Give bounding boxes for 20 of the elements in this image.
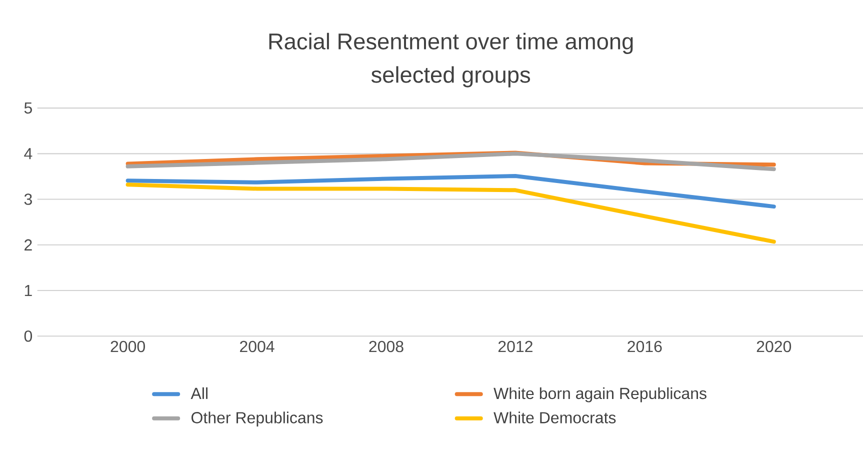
y-tick-label: 4 [24,148,32,160]
x-tick-label: 2000 [110,341,145,352]
y-tick-label: 1 [24,285,32,296]
y-tick-label: 3 [24,194,32,206]
legend-label: White Democrats [494,412,616,424]
x-tick-label: 2020 [756,341,792,352]
x-tick-label: 2004 [240,341,274,352]
line-series [126,182,776,244]
x-tick-label: 2008 [369,341,404,352]
legend-label: White born again Republicans [494,388,706,403]
x-tick-label: 2012 [498,341,532,352]
x-tick-label: 2016 [628,341,662,352]
y-tick-label: 0 [24,330,32,342]
legend-label: All [190,388,208,400]
y-tick-label: 2 [24,240,32,251]
y-tick-label: 5 [24,102,32,114]
chart-title: Racial Resentment over time among selected groups [269,33,633,88]
line-series [126,174,776,209]
legend-label: Other Republicans [192,412,323,427]
line-series [126,152,776,172]
